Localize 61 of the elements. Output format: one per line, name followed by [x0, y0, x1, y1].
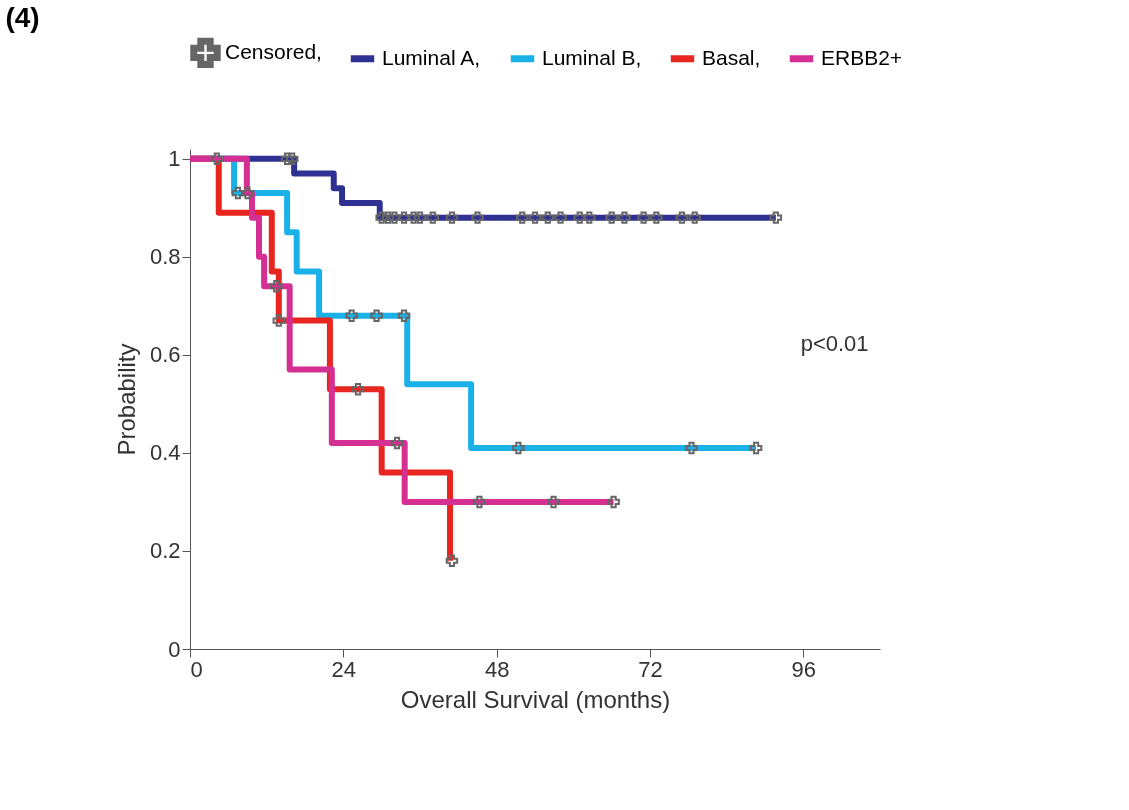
point	[583, 211, 596, 224]
point	[390, 436, 404, 450]
chart-title: (4)	[5, 2, 40, 33]
point	[605, 211, 618, 224]
legend-label: Luminal B,	[542, 45, 642, 69]
point	[210, 152, 224, 166]
y-axis-title: Probability	[112, 343, 140, 456]
y-tick-label: 0.2	[149, 538, 181, 564]
point	[397, 211, 411, 224]
point	[381, 211, 395, 224]
x-tick-label: 72	[638, 656, 663, 682]
point	[445, 211, 459, 224]
point	[675, 211, 689, 224]
point	[607, 495, 620, 509]
point	[541, 211, 555, 224]
point	[375, 211, 388, 224]
point	[749, 441, 763, 455]
point	[512, 441, 525, 455]
point	[547, 495, 560, 509]
point	[426, 211, 440, 224]
y-tick-label: 1	[168, 146, 181, 172]
point	[554, 211, 567, 224]
point	[528, 211, 542, 224]
point	[573, 211, 586, 224]
point	[471, 211, 484, 224]
annotation: p<0.01	[800, 331, 869, 356]
legend-label: ERBB2+	[821, 45, 903, 69]
point	[637, 211, 650, 224]
point	[272, 314, 286, 327]
x-axis-title: Overall Survival (months)	[400, 685, 671, 713]
y-tick-label: 0.8	[149, 244, 181, 270]
point	[473, 495, 486, 509]
legend-label: Censored,	[225, 39, 322, 63]
point	[769, 211, 783, 224]
y-tick-label: 0.4	[149, 440, 181, 466]
y-tick-label: 0.6	[149, 342, 181, 368]
point	[688, 211, 701, 224]
point	[231, 186, 245, 200]
legend-label: Basal,	[702, 45, 761, 69]
legend-label: Luminal A,	[382, 45, 481, 69]
point	[445, 554, 459, 568]
point	[650, 211, 663, 224]
point	[241, 186, 254, 200]
point	[285, 152, 299, 166]
point	[351, 382, 365, 396]
point	[413, 211, 427, 224]
point	[685, 441, 698, 455]
point	[270, 280, 283, 293]
point	[515, 211, 529, 224]
x-tick-label: 96	[791, 656, 817, 682]
point	[407, 211, 420, 224]
x-tick-label: 0	[190, 656, 203, 682]
point	[370, 309, 383, 322]
y-tick-label: 0	[168, 636, 181, 662]
x-tick-label: 48	[484, 656, 510, 682]
point	[388, 211, 401, 224]
point	[345, 309, 358, 322]
point	[618, 211, 631, 224]
point	[397, 309, 411, 322]
point	[280, 152, 294, 166]
x-tick-label: 24	[331, 656, 357, 682]
